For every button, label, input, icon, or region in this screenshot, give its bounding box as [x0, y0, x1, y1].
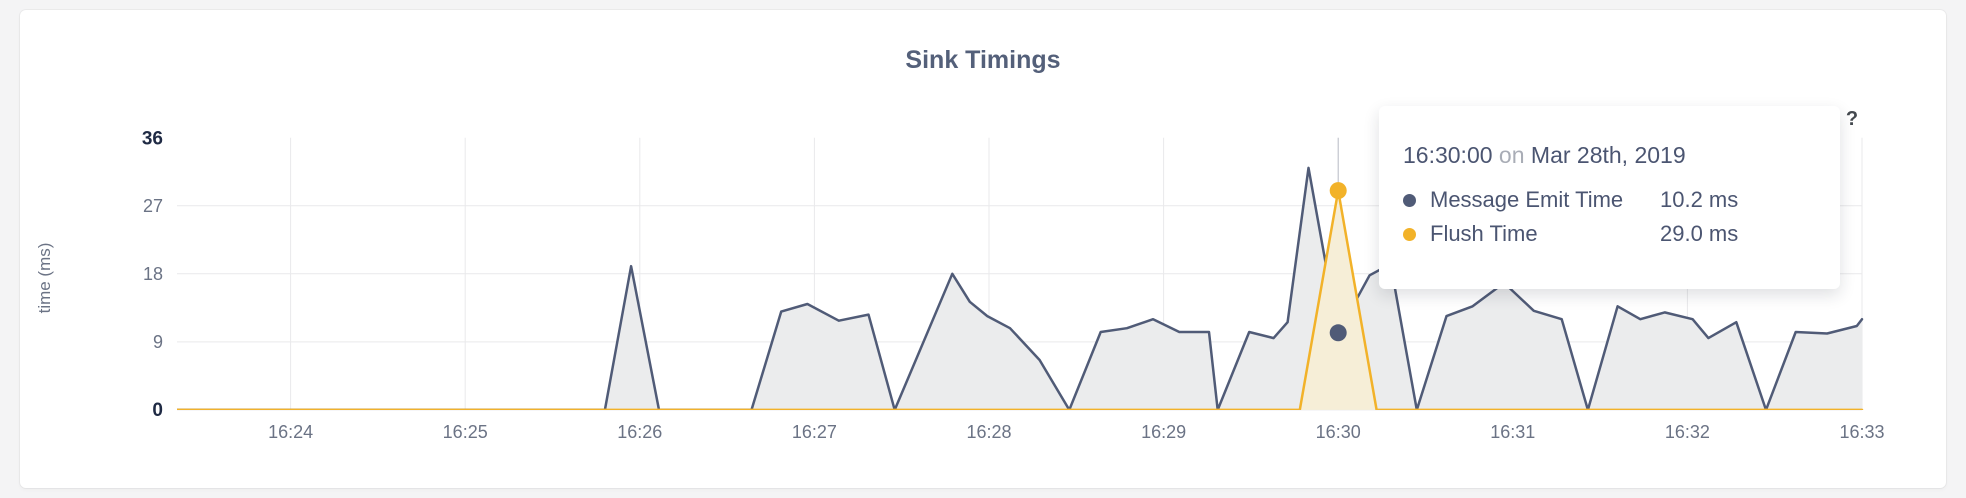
- svg-text:time (ms): time (ms): [35, 243, 54, 314]
- svg-text:16:30: 16:30: [1316, 422, 1361, 442]
- svg-text:16:33: 16:33: [1839, 422, 1884, 442]
- svg-text:16:31: 16:31: [1490, 422, 1535, 442]
- svg-text:18: 18: [143, 264, 163, 284]
- svg-text:16:28: 16:28: [966, 422, 1011, 442]
- svg-text:0: 0: [152, 400, 163, 421]
- svg-text:16:25: 16:25: [443, 422, 488, 442]
- svg-text:16:29: 16:29: [1141, 422, 1186, 442]
- svg-text:16:24: 16:24: [268, 422, 313, 442]
- svg-text:36: 36: [142, 129, 163, 150]
- svg-text:9: 9: [153, 332, 163, 352]
- svg-text:27: 27: [143, 196, 163, 216]
- svg-text:16:26: 16:26: [617, 422, 662, 442]
- svg-text:16:32: 16:32: [1665, 422, 1710, 442]
- svg-text:16:27: 16:27: [792, 422, 837, 442]
